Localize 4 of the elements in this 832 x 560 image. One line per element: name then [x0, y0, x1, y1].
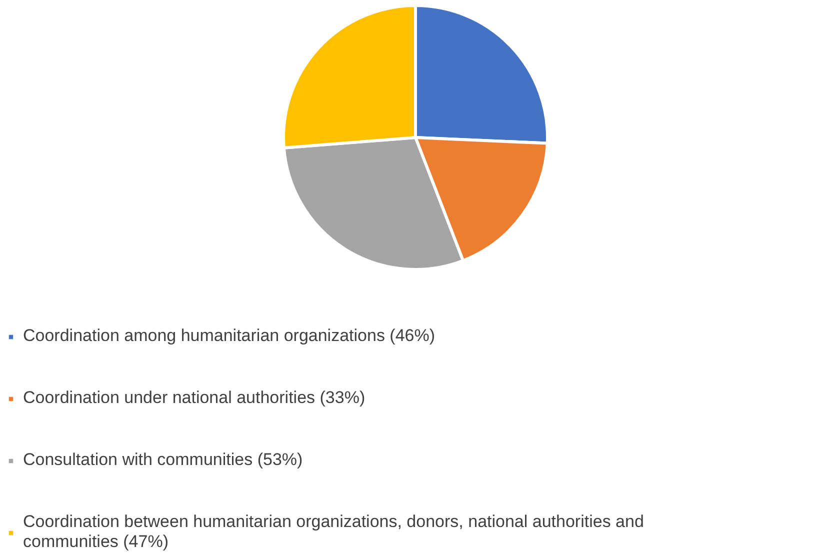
- legend-label: Consultation with communities (53%): [23, 450, 303, 470]
- legend-label: Coordination between humanitarian organizations, donors, national authorities and communities (47%): [23, 512, 644, 552]
- legend-label: Coordination under national authorities (33%): [23, 388, 366, 408]
- legend-label: Coordination among humanitarian organizations (46%): [23, 326, 436, 346]
